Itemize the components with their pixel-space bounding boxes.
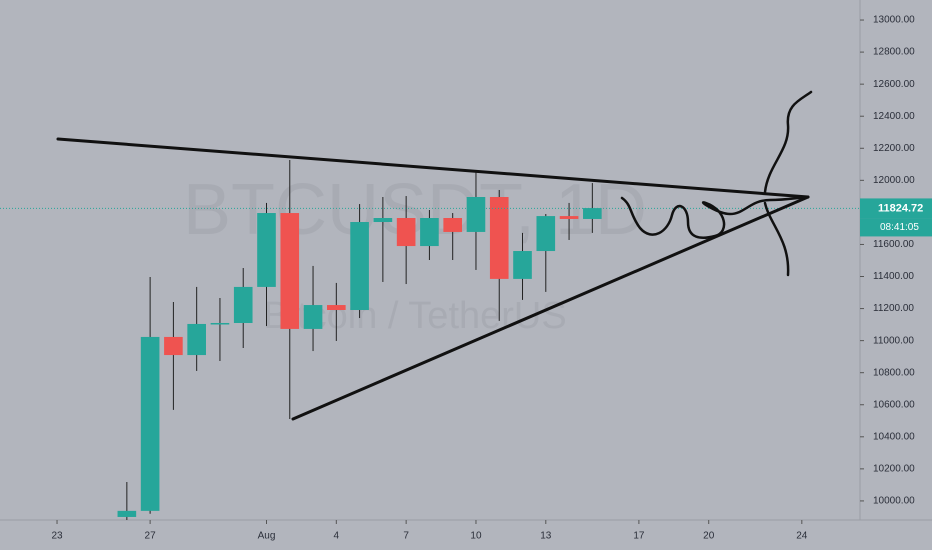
y-tick-label: 12000.00 [873,175,915,186]
candle-body [536,216,556,252]
candle-body [210,322,230,325]
x-tick-label: 10 [470,531,482,542]
drawings [56,90,813,421]
x-tick-label: 17 [633,531,645,542]
candle-body [559,216,579,219]
x-tick-label: 27 [145,531,157,542]
y-tick-label: 10800.00 [873,367,915,378]
plot [0,159,860,520]
candle-body [350,222,369,311]
freehand-up [763,90,813,194]
x-tick-label: 23 [51,531,63,542]
x-tick-label: 4 [334,531,340,542]
x-tick-label: 13 [540,531,552,542]
price-tag-label: 11824.72 [878,202,923,214]
freehand-path [620,195,810,239]
candle-body [327,305,346,311]
candle-body [396,218,416,247]
y-tick-label: 11200.00 [873,303,914,314]
candle-body [117,510,137,517]
y-tick-label: 10400.00 [873,431,915,442]
y-tick-label: 10000.00 [873,496,915,507]
y-tick-label: 12800.00 [873,47,915,58]
x-tick-label: Aug [258,531,276,542]
candle-body [489,197,509,279]
candle-body [164,336,183,356]
price-tag [860,198,932,219]
countdown-tag [860,218,932,237]
freehand-down [763,201,790,277]
candle-body [420,218,439,247]
countdown-label: 08:41:05 [880,222,919,233]
x-tick-label: 24 [796,531,808,542]
candle-body [233,286,253,323]
y-tick-label: 12200.00 [873,143,915,154]
candle-body [280,213,300,329]
y-tick-label: 13000.00 [873,15,915,26]
x-tick-label: 20 [703,531,715,542]
candle-body [513,251,532,279]
y-tick-label: 10200.00 [873,464,915,475]
candle-body [257,213,276,287]
upper-trendline [56,137,810,199]
y-tick-label: 11000.00 [873,335,914,346]
y-tick-label: 11600.00 [873,239,914,250]
candle-body [140,336,160,511]
y-tick-label: 11400.00 [873,271,914,282]
candle-body [303,305,323,329]
candle-body [466,197,486,232]
candle-body [443,218,463,232]
y-tick-label: 12600.00 [873,79,915,90]
candle-body [187,323,206,356]
lower-trendline [291,195,810,421]
candle-body [583,208,602,219]
x-tick-label: 7 [403,531,409,542]
candle-body [373,218,393,223]
y-tick-label: 10600.00 [873,399,915,410]
y-tick-label: 12400.00 [873,111,915,122]
